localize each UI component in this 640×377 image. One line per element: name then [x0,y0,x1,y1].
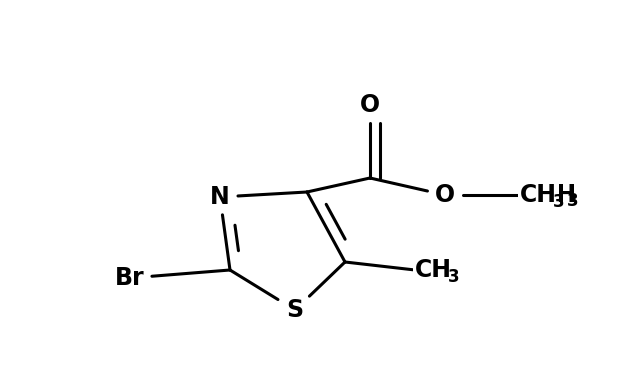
Text: 3: 3 [448,268,460,286]
Text: 3: 3 [553,193,564,211]
Text: Br: Br [115,266,145,290]
Text: O: O [435,183,455,207]
Text: 3: 3 [567,192,579,210]
Text: S: S [287,298,303,322]
Text: O: O [360,93,380,117]
Text: N: N [210,185,230,209]
Text: CH: CH [520,183,557,207]
Text: CH: CH [415,258,452,282]
Text: OCH: OCH [520,183,577,207]
